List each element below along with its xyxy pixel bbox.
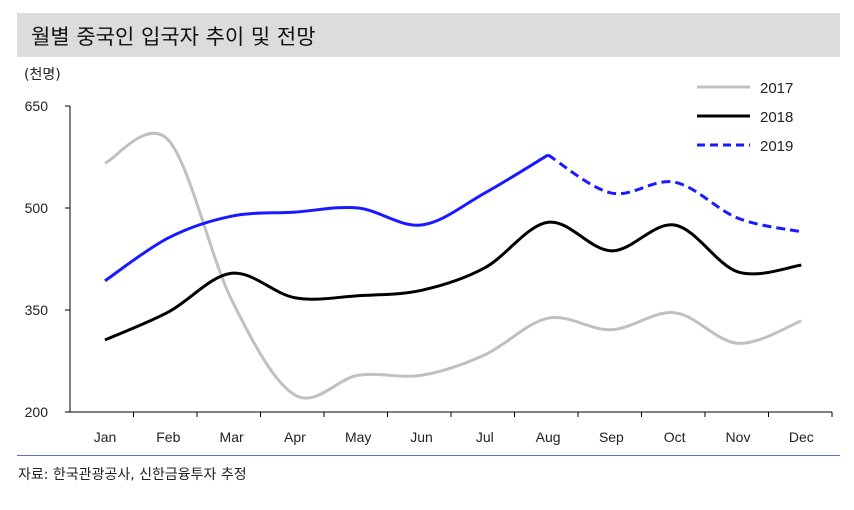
title-bar: 월별 중국인 입국자 추이 및 전망 — [17, 13, 840, 57]
x-tick-label: Oct — [664, 429, 686, 445]
x-tick-label: Jul — [476, 429, 494, 445]
x-tick-label: Jun — [410, 429, 433, 445]
y-tick-label: 350 — [25, 302, 49, 318]
x-tick-label: Jan — [94, 429, 117, 445]
divider — [17, 455, 840, 456]
legend-label-2018: 2018 — [760, 109, 793, 126]
legend-label-2017: 2017 — [760, 80, 793, 97]
y-axis-unit: (천명) — [24, 67, 61, 83]
x-tick-label: Apr — [284, 429, 306, 445]
series-2019-forecast-line — [547, 153, 802, 234]
source-note: 자료: 한국관광공사, 신한금융투자 추정 — [18, 467, 247, 483]
series-2019-line — [104, 153, 549, 283]
series-2017-line — [104, 131, 802, 400]
y-tick-label: 200 — [25, 404, 49, 420]
y-tick-label: 650 — [25, 98, 49, 114]
x-tick-label: Aug — [536, 429, 561, 445]
x-tick-label: Feb — [156, 429, 180, 445]
legend-label-2019: 2019 — [760, 138, 793, 155]
x-tick-label: Mar — [220, 429, 244, 445]
x-tick-label: May — [345, 429, 371, 445]
chart-title: 월별 중국인 입국자 추이 및 전망 — [31, 25, 316, 49]
x-tick-label: Dec — [789, 429, 814, 445]
y-tick-label: 500 — [25, 200, 49, 216]
x-tick-label: Sep — [599, 429, 624, 445]
series-2018-line — [104, 220, 802, 342]
x-tick-label: Nov — [726, 429, 751, 445]
